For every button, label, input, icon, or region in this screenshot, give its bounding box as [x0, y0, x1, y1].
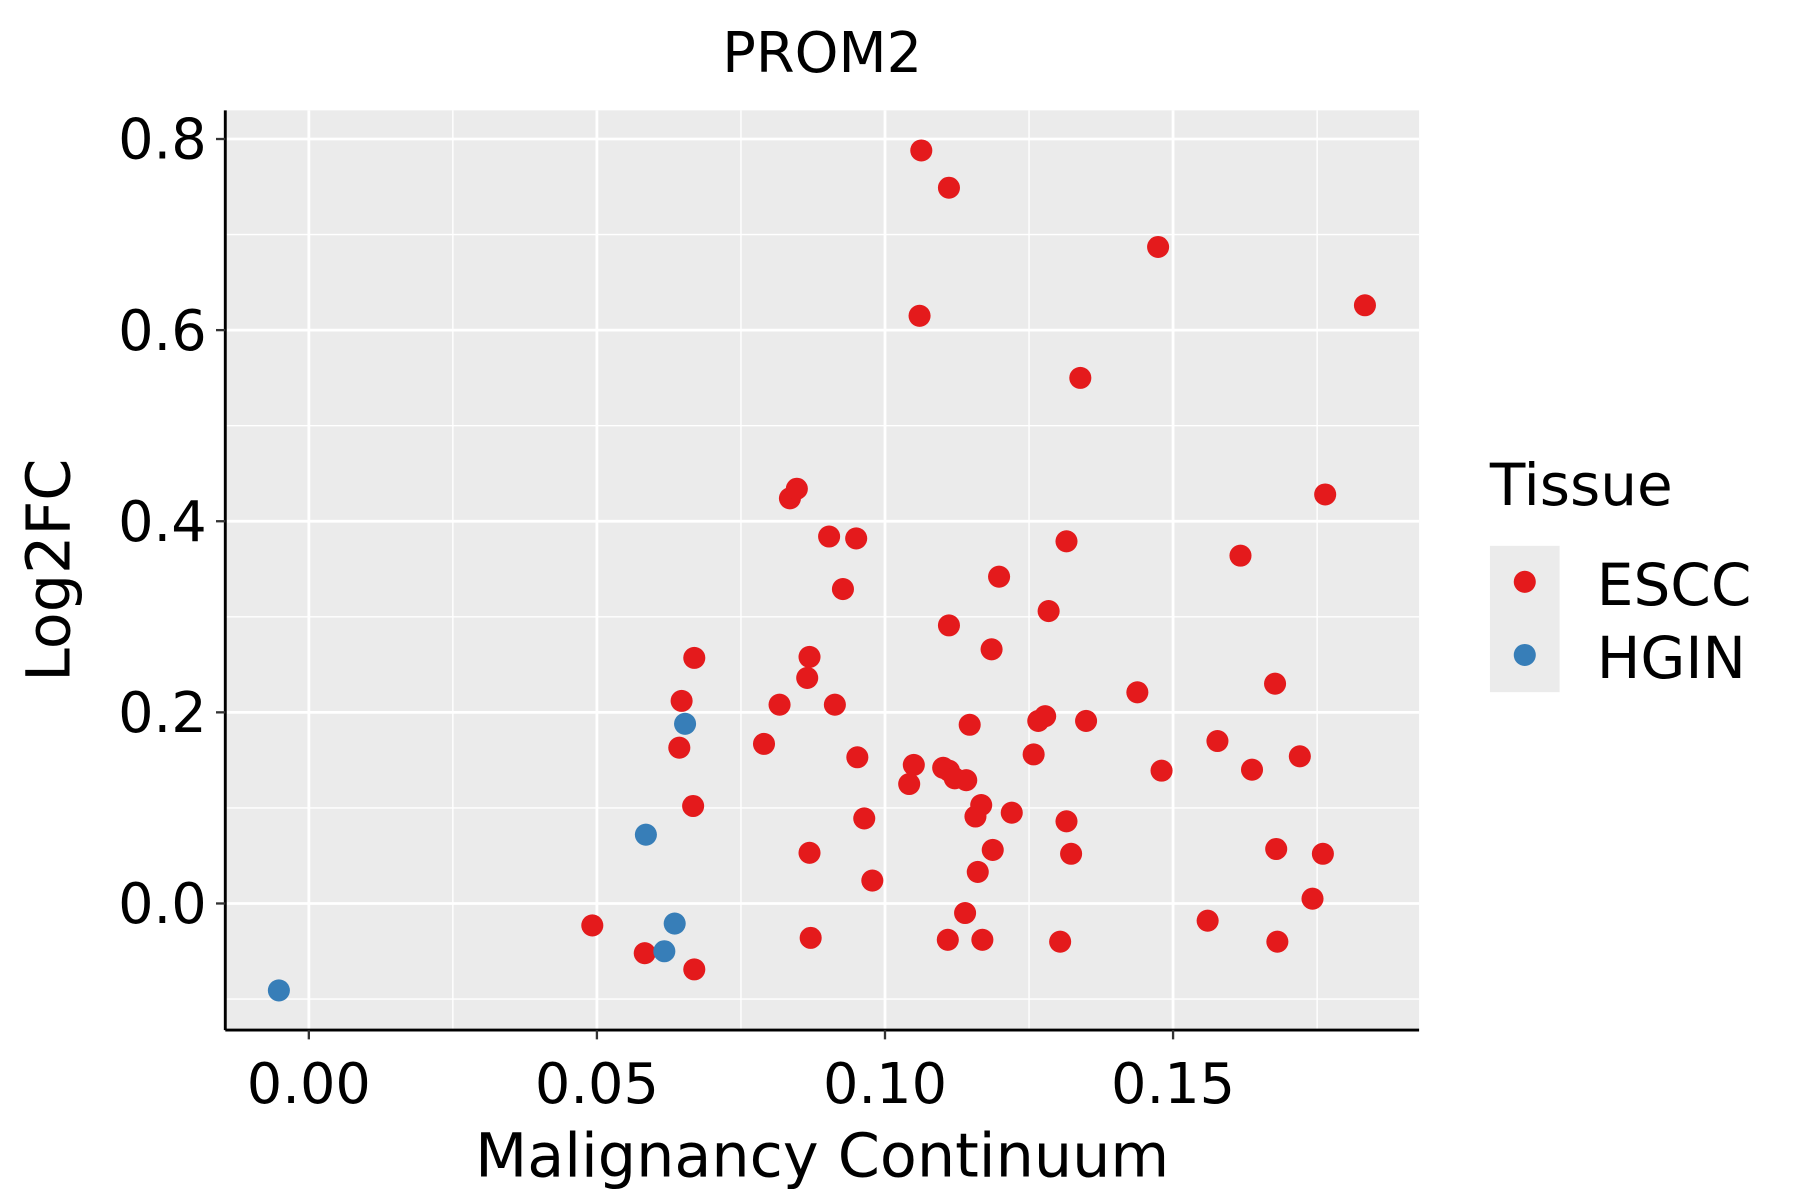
point-escc	[846, 746, 869, 769]
point-escc	[633, 942, 656, 965]
point-escc	[908, 304, 931, 327]
point-escc	[818, 525, 841, 548]
legend-title: Tissue	[1489, 451, 1673, 519]
chart-title: PROM2	[722, 21, 922, 86]
legend-label-escc: ESCC	[1597, 551, 1752, 619]
y-axis-ticks: 0.0 0.2 0.4 0.6 0.8	[118, 108, 226, 937]
x-axis-ticks: 0.00 0.05 0.10 0.15	[247, 1030, 1235, 1117]
point-escc	[980, 638, 1003, 661]
major-gridlines	[225, 110, 1420, 1031]
point-escc	[682, 794, 705, 818]
legend-key-hgin	[1513, 643, 1536, 667]
point-hgin	[663, 912, 686, 935]
point-escc	[954, 901, 977, 925]
y-tick-label: 0.2	[118, 681, 207, 746]
point-escc	[853, 807, 876, 830]
point-escc	[1265, 837, 1288, 861]
point-escc	[1150, 759, 1173, 782]
point-escc	[845, 527, 868, 550]
y-axis-title: Log2FC	[15, 459, 85, 682]
point-hgin	[267, 979, 290, 1002]
point-escc	[902, 753, 925, 776]
point-escc	[1147, 235, 1170, 259]
point-escc	[966, 860, 989, 883]
point-escc	[668, 736, 691, 759]
point-escc	[1055, 810, 1078, 833]
point-escc	[964, 805, 987, 828]
y-tick-label: 0.0	[118, 872, 207, 937]
point-escc	[1060, 842, 1083, 865]
point-escc	[937, 176, 960, 199]
point-escc	[955, 769, 978, 792]
point-escc	[798, 645, 821, 668]
point-escc	[936, 928, 959, 951]
point-escc	[1069, 366, 1092, 389]
data-points	[267, 139, 1376, 1002]
point-escc	[683, 646, 706, 669]
legend-key-escc	[1513, 570, 1536, 593]
point-escc	[1229, 544, 1252, 567]
point-escc	[799, 926, 822, 949]
point-escc	[1055, 530, 1078, 553]
point-escc	[1301, 887, 1324, 910]
point-escc	[1266, 930, 1289, 953]
point-escc	[1126, 681, 1149, 704]
point-hgin	[674, 712, 697, 735]
point-escc	[1206, 729, 1229, 753]
legend: Tissue ESCC HGIN	[1489, 451, 1751, 692]
point-escc	[1196, 909, 1219, 932]
y-tick-label: 0.8	[118, 108, 207, 173]
point-escc	[1000, 801, 1023, 824]
legend-label-hgin: HGIN	[1597, 624, 1746, 692]
point-escc	[958, 713, 981, 736]
y-tick-label: 0.6	[118, 299, 207, 364]
minor-gridlines	[225, 110, 1420, 1031]
x-tick-label: 0.00	[247, 1052, 371, 1117]
point-escc	[910, 139, 933, 162]
point-escc	[798, 841, 821, 864]
point-escc	[898, 772, 921, 796]
point-escc	[1037, 600, 1060, 623]
point-escc	[823, 693, 846, 716]
point-escc	[971, 928, 994, 951]
point-escc	[981, 838, 1004, 861]
point-escc	[1311, 842, 1334, 865]
point-escc	[1022, 743, 1045, 766]
point-escc	[1075, 709, 1098, 732]
point-escc	[831, 578, 854, 601]
point-escc	[785, 477, 808, 500]
point-escc	[768, 693, 791, 716]
point-escc	[988, 565, 1011, 588]
point-escc	[1049, 930, 1072, 953]
point-escc	[1264, 672, 1287, 695]
point-escc	[1240, 758, 1264, 781]
y-tick-label: 0.4	[118, 490, 207, 555]
point-escc	[581, 914, 604, 937]
point-escc	[1034, 705, 1057, 728]
point-escc	[1314, 483, 1337, 506]
point-escc	[670, 689, 693, 712]
point-escc	[752, 732, 776, 755]
x-axis-title: Malignancy Continuum	[475, 1121, 1169, 1191]
point-escc	[683, 958, 706, 981]
point-escc	[1353, 294, 1376, 317]
point-hgin	[653, 940, 676, 963]
point-hgin	[634, 823, 657, 846]
x-tick-label: 0.10	[823, 1052, 947, 1117]
x-tick-label: 0.15	[1111, 1052, 1235, 1117]
point-escc	[1288, 745, 1311, 768]
point-escc	[861, 869, 884, 892]
point-escc	[796, 666, 819, 689]
plot-panel	[225, 110, 1420, 1031]
legend-key-background	[1489, 545, 1560, 693]
point-escc	[937, 614, 960, 637]
x-tick-label: 0.05	[535, 1052, 659, 1117]
